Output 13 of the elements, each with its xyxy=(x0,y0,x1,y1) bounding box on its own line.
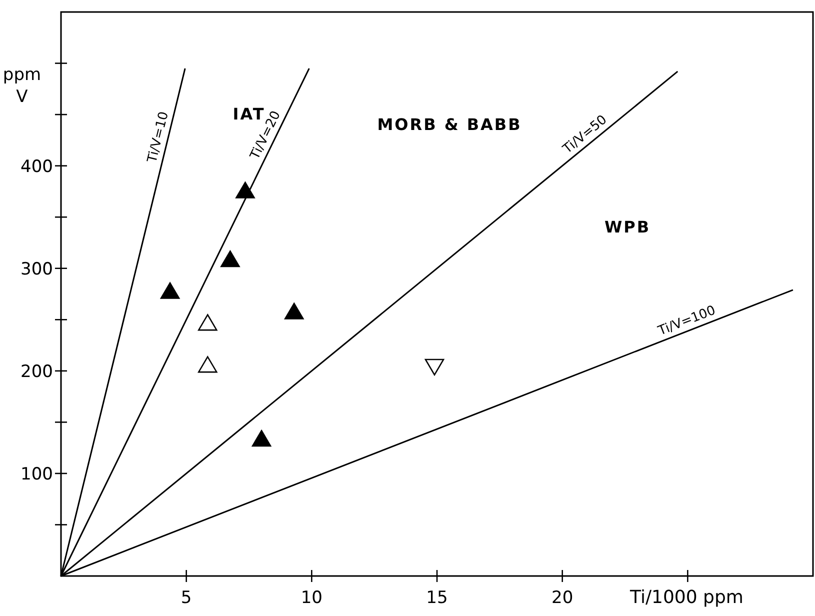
text: Ti/V=10 xyxy=(144,110,172,166)
y-tick-label: 400 xyxy=(20,156,53,177)
annotation: MORB & BABB xyxy=(377,114,522,134)
y-tick-label: 200 xyxy=(20,362,53,382)
x-tick-label: 10 xyxy=(300,588,322,608)
x-tick-label: 5 xyxy=(180,588,192,608)
y-tick-label: 100 xyxy=(20,464,53,484)
x-axis-title: Ti/1000 ppm xyxy=(629,587,744,608)
y-axis-title: ppm V xyxy=(2,65,42,107)
x-tick-label: 20 xyxy=(552,588,574,608)
annotation: WPB xyxy=(604,217,651,236)
x-tick-label: 15 xyxy=(426,588,448,608)
y-tick-label: 300 xyxy=(20,259,53,280)
